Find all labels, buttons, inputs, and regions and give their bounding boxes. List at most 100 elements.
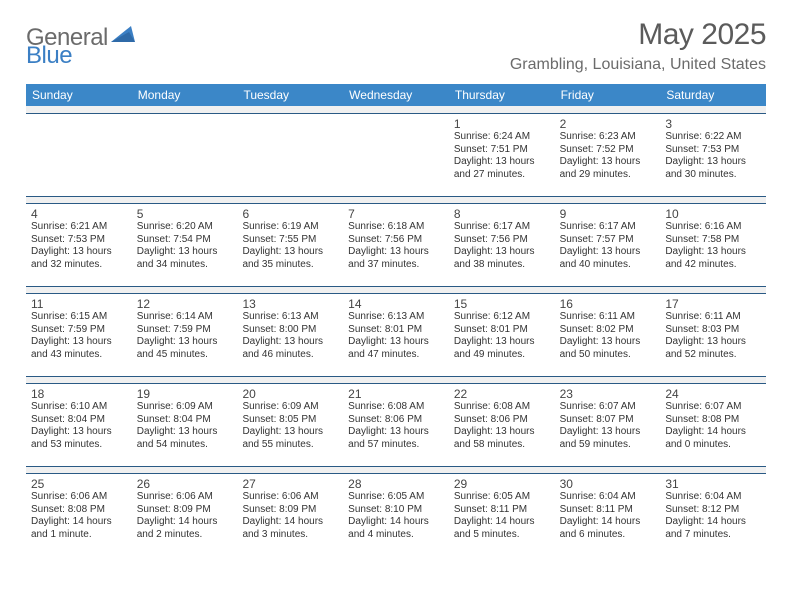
day-number: 28 xyxy=(348,477,444,491)
day-cell: 19Sunrise: 6:09 AMSunset: 8:04 PMDayligh… xyxy=(132,384,238,466)
week-separator xyxy=(26,196,766,204)
day-number: 14 xyxy=(348,297,444,311)
day-number: 12 xyxy=(137,297,233,311)
sunrise-line: Sunrise: 6:05 AM xyxy=(454,491,550,504)
day-cell: 16Sunrise: 6:11 AMSunset: 8:02 PMDayligh… xyxy=(555,294,661,376)
sunrise-line: Sunrise: 6:17 AM xyxy=(454,221,550,234)
sunrise-line: Sunrise: 6:16 AM xyxy=(665,221,761,234)
dow-cell: Wednesday xyxy=(343,84,449,106)
sunset-line: Sunset: 8:05 PM xyxy=(242,414,338,427)
daylight-line: Daylight: 13 hours and 49 minutes. xyxy=(454,336,550,361)
title-block: May 2025 Grambling, Louisiana, United St… xyxy=(510,18,766,74)
sunrise-line: Sunrise: 6:12 AM xyxy=(454,311,550,324)
daylight-line: Daylight: 14 hours and 6 minutes. xyxy=(560,516,656,541)
sunset-line: Sunset: 7:58 PM xyxy=(665,234,761,247)
daylight-line: Daylight: 13 hours and 35 minutes. xyxy=(242,246,338,271)
daylight-line: Daylight: 13 hours and 58 minutes. xyxy=(454,426,550,451)
sunrise-line: Sunrise: 6:20 AM xyxy=(137,221,233,234)
sunrise-line: Sunrise: 6:06 AM xyxy=(31,491,127,504)
sunset-line: Sunset: 8:08 PM xyxy=(665,414,761,427)
day-cell: 2Sunrise: 6:23 AMSunset: 7:52 PMDaylight… xyxy=(555,114,661,196)
sunrise-line: Sunrise: 6:07 AM xyxy=(665,401,761,414)
day-number: 16 xyxy=(560,297,656,311)
week-row: 11Sunrise: 6:15 AMSunset: 7:59 PMDayligh… xyxy=(26,294,766,376)
day-cell: 5Sunrise: 6:20 AMSunset: 7:54 PMDaylight… xyxy=(132,204,238,286)
sunset-line: Sunset: 7:55 PM xyxy=(242,234,338,247)
day-cell: 21Sunrise: 6:08 AMSunset: 8:06 PMDayligh… xyxy=(343,384,449,466)
sunrise-line: Sunrise: 6:06 AM xyxy=(137,491,233,504)
day-cell xyxy=(237,114,343,196)
day-cell: 11Sunrise: 6:15 AMSunset: 7:59 PMDayligh… xyxy=(26,294,132,376)
day-cell xyxy=(343,114,449,196)
day-number: 24 xyxy=(665,387,761,401)
daylight-line: Daylight: 13 hours and 38 minutes. xyxy=(454,246,550,271)
day-number: 2 xyxy=(560,117,656,131)
brand-text-blue: Blue xyxy=(26,42,72,69)
sunrise-line: Sunrise: 6:08 AM xyxy=(454,401,550,414)
day-number: 18 xyxy=(31,387,127,401)
day-number: 9 xyxy=(560,207,656,221)
daylight-line: Daylight: 14 hours and 2 minutes. xyxy=(137,516,233,541)
day-cell: 22Sunrise: 6:08 AMSunset: 8:06 PMDayligh… xyxy=(449,384,555,466)
day-number: 20 xyxy=(242,387,338,401)
sunset-line: Sunset: 7:53 PM xyxy=(31,234,127,247)
day-cell: 15Sunrise: 6:12 AMSunset: 8:01 PMDayligh… xyxy=(449,294,555,376)
day-cell: 29Sunrise: 6:05 AMSunset: 8:11 PMDayligh… xyxy=(449,474,555,556)
sunset-line: Sunset: 8:07 PM xyxy=(560,414,656,427)
day-cell: 23Sunrise: 6:07 AMSunset: 8:07 PMDayligh… xyxy=(555,384,661,466)
daylight-line: Daylight: 14 hours and 4 minutes. xyxy=(348,516,444,541)
sunrise-line: Sunrise: 6:04 AM xyxy=(665,491,761,504)
sunset-line: Sunset: 8:04 PM xyxy=(31,414,127,427)
dow-cell: Thursday xyxy=(449,84,555,106)
sunrise-line: Sunrise: 6:06 AM xyxy=(242,491,338,504)
day-cell: 12Sunrise: 6:14 AMSunset: 7:59 PMDayligh… xyxy=(132,294,238,376)
day-cell: 4Sunrise: 6:21 AMSunset: 7:53 PMDaylight… xyxy=(26,204,132,286)
day-cell: 9Sunrise: 6:17 AMSunset: 7:57 PMDaylight… xyxy=(555,204,661,286)
day-number: 5 xyxy=(137,207,233,221)
sunset-line: Sunset: 8:06 PM xyxy=(454,414,550,427)
sunset-line: Sunset: 8:01 PM xyxy=(454,324,550,337)
daylight-line: Daylight: 13 hours and 32 minutes. xyxy=(31,246,127,271)
day-number: 1 xyxy=(454,117,550,131)
week-row: 18Sunrise: 6:10 AMSunset: 8:04 PMDayligh… xyxy=(26,384,766,466)
day-cell: 30Sunrise: 6:04 AMSunset: 8:11 PMDayligh… xyxy=(555,474,661,556)
day-number: 15 xyxy=(454,297,550,311)
daylight-line: Daylight: 13 hours and 52 minutes. xyxy=(665,336,761,361)
daylight-line: Daylight: 13 hours and 27 minutes. xyxy=(454,156,550,181)
sunrise-line: Sunrise: 6:13 AM xyxy=(242,311,338,324)
sunrise-line: Sunrise: 6:15 AM xyxy=(31,311,127,324)
sunset-line: Sunset: 7:56 PM xyxy=(348,234,444,247)
sunset-line: Sunset: 7:59 PM xyxy=(137,324,233,337)
sunrise-line: Sunrise: 6:23 AM xyxy=(560,131,656,144)
daylight-line: Daylight: 13 hours and 42 minutes. xyxy=(665,246,761,271)
day-number: 31 xyxy=(665,477,761,491)
day-number: 29 xyxy=(454,477,550,491)
daylight-line: Daylight: 13 hours and 40 minutes. xyxy=(560,246,656,271)
week-row: 25Sunrise: 6:06 AMSunset: 8:08 PMDayligh… xyxy=(26,474,766,556)
daylight-line: Daylight: 13 hours and 54 minutes. xyxy=(137,426,233,451)
sunset-line: Sunset: 8:08 PM xyxy=(31,504,127,517)
week-separator xyxy=(26,376,766,384)
day-cell: 17Sunrise: 6:11 AMSunset: 8:03 PMDayligh… xyxy=(660,294,766,376)
sunrise-line: Sunrise: 6:21 AM xyxy=(31,221,127,234)
sunrise-line: Sunrise: 6:11 AM xyxy=(665,311,761,324)
sunset-line: Sunset: 8:00 PM xyxy=(242,324,338,337)
day-cell: 25Sunrise: 6:06 AMSunset: 8:08 PMDayligh… xyxy=(26,474,132,556)
daylight-line: Daylight: 13 hours and 53 minutes. xyxy=(31,426,127,451)
dow-cell: Saturday xyxy=(660,84,766,106)
day-number: 13 xyxy=(242,297,338,311)
dow-cell: Sunday xyxy=(26,84,132,106)
day-number: 3 xyxy=(665,117,761,131)
day-number: 30 xyxy=(560,477,656,491)
sunrise-line: Sunrise: 6:22 AM xyxy=(665,131,761,144)
calendar: SundayMondayTuesdayWednesdayThursdayFrid… xyxy=(26,84,766,556)
day-number: 10 xyxy=(665,207,761,221)
sunset-line: Sunset: 8:09 PM xyxy=(242,504,338,517)
daylight-line: Daylight: 13 hours and 50 minutes. xyxy=(560,336,656,361)
weeks-container: 1Sunrise: 6:24 AMSunset: 7:51 PMDaylight… xyxy=(26,106,766,556)
day-cell: 14Sunrise: 6:13 AMSunset: 8:01 PMDayligh… xyxy=(343,294,449,376)
week-separator xyxy=(26,466,766,474)
sunrise-line: Sunrise: 6:09 AM xyxy=(242,401,338,414)
sunset-line: Sunset: 7:59 PM xyxy=(31,324,127,337)
sunset-line: Sunset: 7:51 PM xyxy=(454,144,550,157)
